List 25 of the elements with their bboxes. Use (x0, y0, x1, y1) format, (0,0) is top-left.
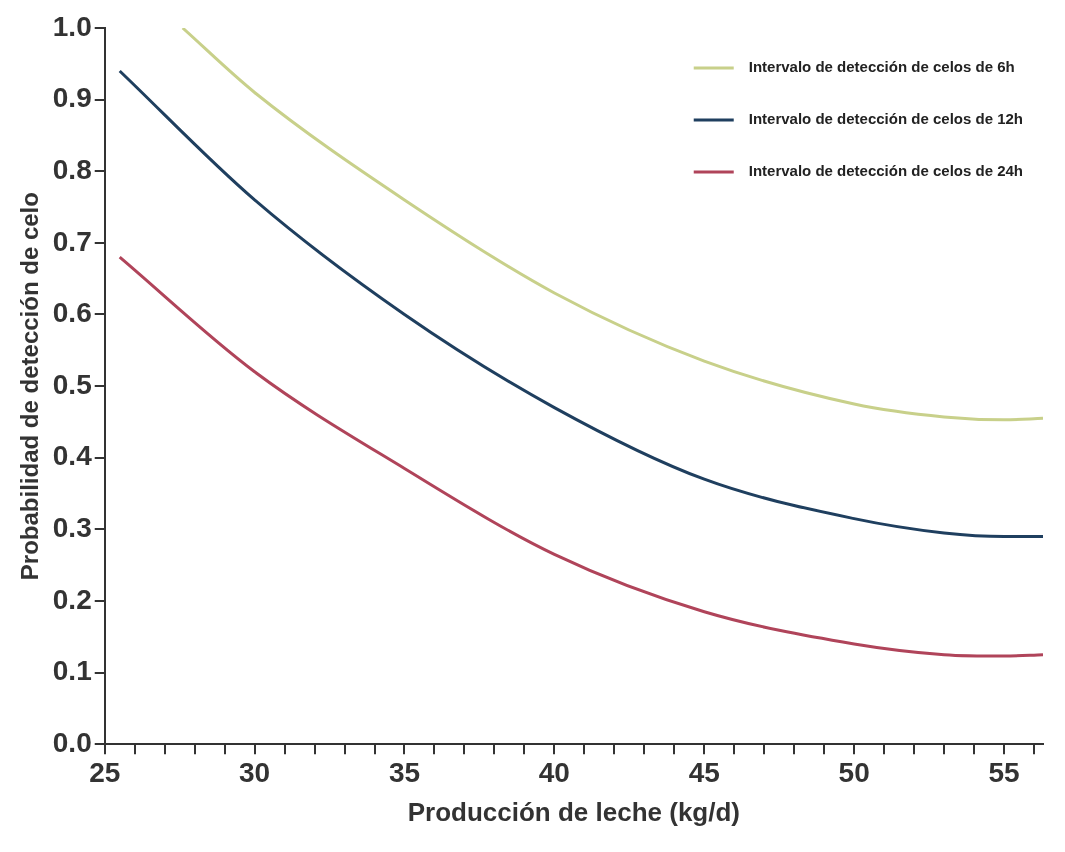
y-tick-label: 0.7 (52, 225, 92, 257)
y-tick-label: 0.3 (52, 512, 92, 544)
y-tick-label: 0.1 (52, 655, 92, 687)
x-tick-label: 30 (239, 756, 271, 788)
line-series (181, 28, 1043, 422)
y-tick-label: 0.6 (52, 297, 92, 329)
y-axis-title: Probabilidad de detección de celo (16, 192, 44, 581)
legend-label: Intervalo de detección de celos de 6h (748, 58, 1015, 76)
line-series (118, 255, 1043, 658)
legend-label: Intervalo de detección de celos de 24h (748, 162, 1023, 180)
x-tick-label: 45 (688, 756, 720, 788)
x-tick-label: 25 (89, 756, 121, 788)
y-tick-label: 0.2 (52, 583, 92, 615)
y-tick-label: 1.0 (52, 10, 92, 42)
y-tick-label: 0.5 (52, 368, 92, 400)
y-tick-label: 0.8 (52, 153, 92, 185)
x-tick-label: 35 (388, 756, 421, 788)
x-tick-label: 40 (538, 756, 570, 788)
x-tick-label: 55 (988, 756, 1020, 788)
y-tick-label: 0.4 (52, 440, 93, 472)
legend-label: Intervalo de detección de celos de 12h (748, 110, 1023, 128)
y-tick-label: 0.9 (52, 82, 92, 114)
x-tick-label: 50 (838, 756, 870, 788)
x-axis-title: Producción de leche (kg/d) (407, 796, 740, 827)
y-tick-label: 0.0 (52, 726, 92, 758)
